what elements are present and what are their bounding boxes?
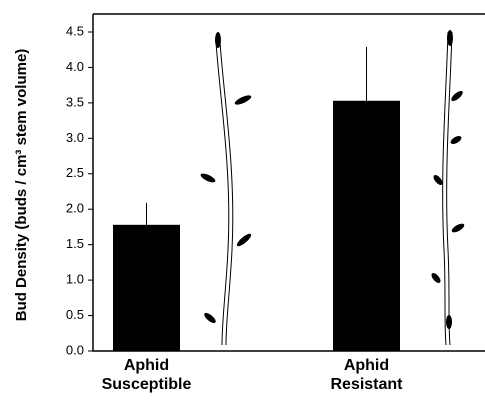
y-tick-label: 0.0 xyxy=(66,342,84,357)
y-tick-label: 3.5 xyxy=(66,94,84,109)
bar xyxy=(113,224,180,351)
y-tick-label: 3.0 xyxy=(66,130,84,145)
plant-illustration xyxy=(215,31,453,346)
y-tick-label: 4.0 xyxy=(66,59,84,74)
x-tick-label: Aphid Susceptible xyxy=(101,357,192,393)
y-tick-label: 4.5 xyxy=(66,23,84,38)
y-tick-label: 1.0 xyxy=(66,272,84,287)
bar xyxy=(333,100,400,351)
y-axis-label: Bud Density (buds / cm³ stem volume) xyxy=(13,49,30,322)
plant-buds xyxy=(200,30,465,329)
y-tick-label: 2.5 xyxy=(66,165,84,180)
y-tick-label: 2.0 xyxy=(66,201,84,216)
y-tick-label: 0.5 xyxy=(66,307,84,322)
y-tick-label: 1.5 xyxy=(66,236,84,251)
x-tick-label: Aphid Resistant xyxy=(330,357,403,393)
